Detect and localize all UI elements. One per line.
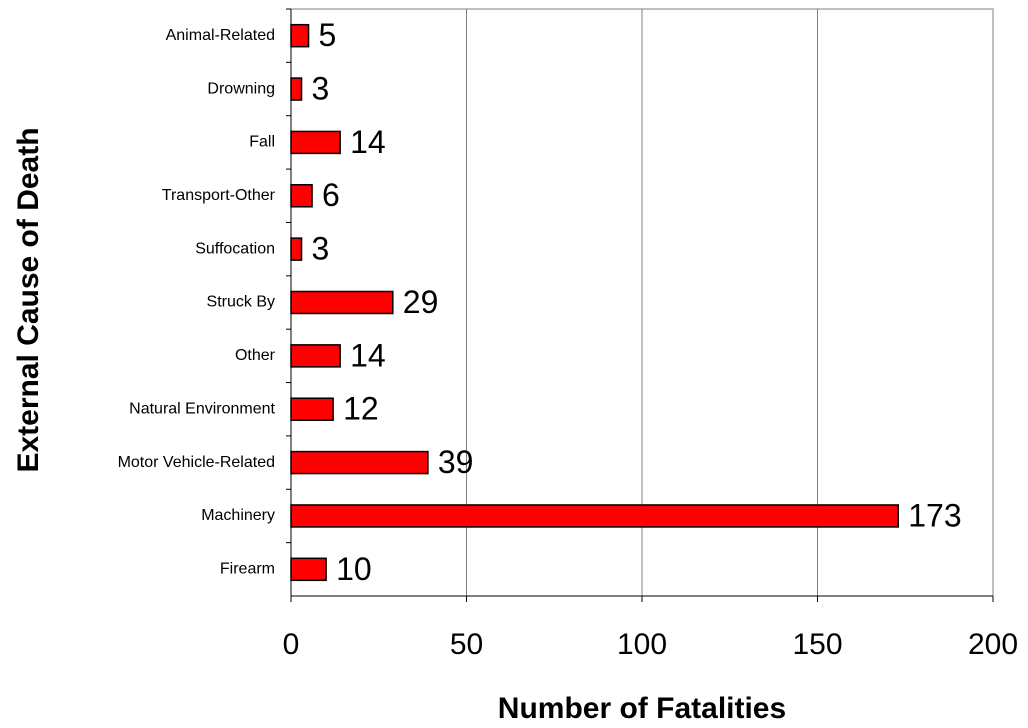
value-label: 39 xyxy=(438,444,474,480)
x-tick-label: 100 xyxy=(617,628,667,661)
value-label: 6 xyxy=(322,177,340,213)
bar xyxy=(290,504,899,528)
value-label: 5 xyxy=(319,17,337,53)
bar xyxy=(290,77,303,101)
y-tick-label: Struck By xyxy=(207,294,275,311)
y-tick-label: Drowning xyxy=(207,80,275,97)
x-axis-title: Number of Fatalities xyxy=(498,692,786,725)
y-tick-label: Suffocation xyxy=(195,240,275,257)
bar xyxy=(290,130,341,155)
value-label: 3 xyxy=(312,70,330,106)
bar xyxy=(290,237,303,261)
x-tick-label: 0 xyxy=(283,628,300,661)
value-label: 3 xyxy=(312,231,330,267)
x-tick-label: 50 xyxy=(450,628,483,661)
x-tick-label: 200 xyxy=(968,628,1018,661)
bar xyxy=(290,557,327,582)
y-tick-label: Firearm xyxy=(220,561,275,578)
y-tick-label: Fall xyxy=(249,134,275,151)
y-tick-label: Other xyxy=(235,347,276,364)
value-label: 29 xyxy=(403,284,439,320)
y-axis-title: External Cause of Death xyxy=(12,127,45,472)
bar xyxy=(290,290,394,315)
value-label: 10 xyxy=(336,551,372,587)
value-label: 14 xyxy=(350,124,386,160)
y-tick-label: Animal-Related xyxy=(166,27,275,44)
bar xyxy=(290,450,429,475)
y-tick-label: Motor Vehicle-Related xyxy=(118,454,275,471)
bar xyxy=(290,184,313,208)
value-label: 173 xyxy=(908,497,961,533)
value-label: 12 xyxy=(343,391,379,427)
bar xyxy=(290,23,310,48)
y-tick-label: Transport-Other xyxy=(162,187,276,204)
x-tick-label: 150 xyxy=(792,628,842,661)
bar xyxy=(290,397,334,421)
bar xyxy=(290,344,341,368)
y-tick-label: Machinery xyxy=(201,507,275,524)
value-label: 14 xyxy=(350,337,386,373)
y-tick-label: Natural Environment xyxy=(129,400,275,417)
